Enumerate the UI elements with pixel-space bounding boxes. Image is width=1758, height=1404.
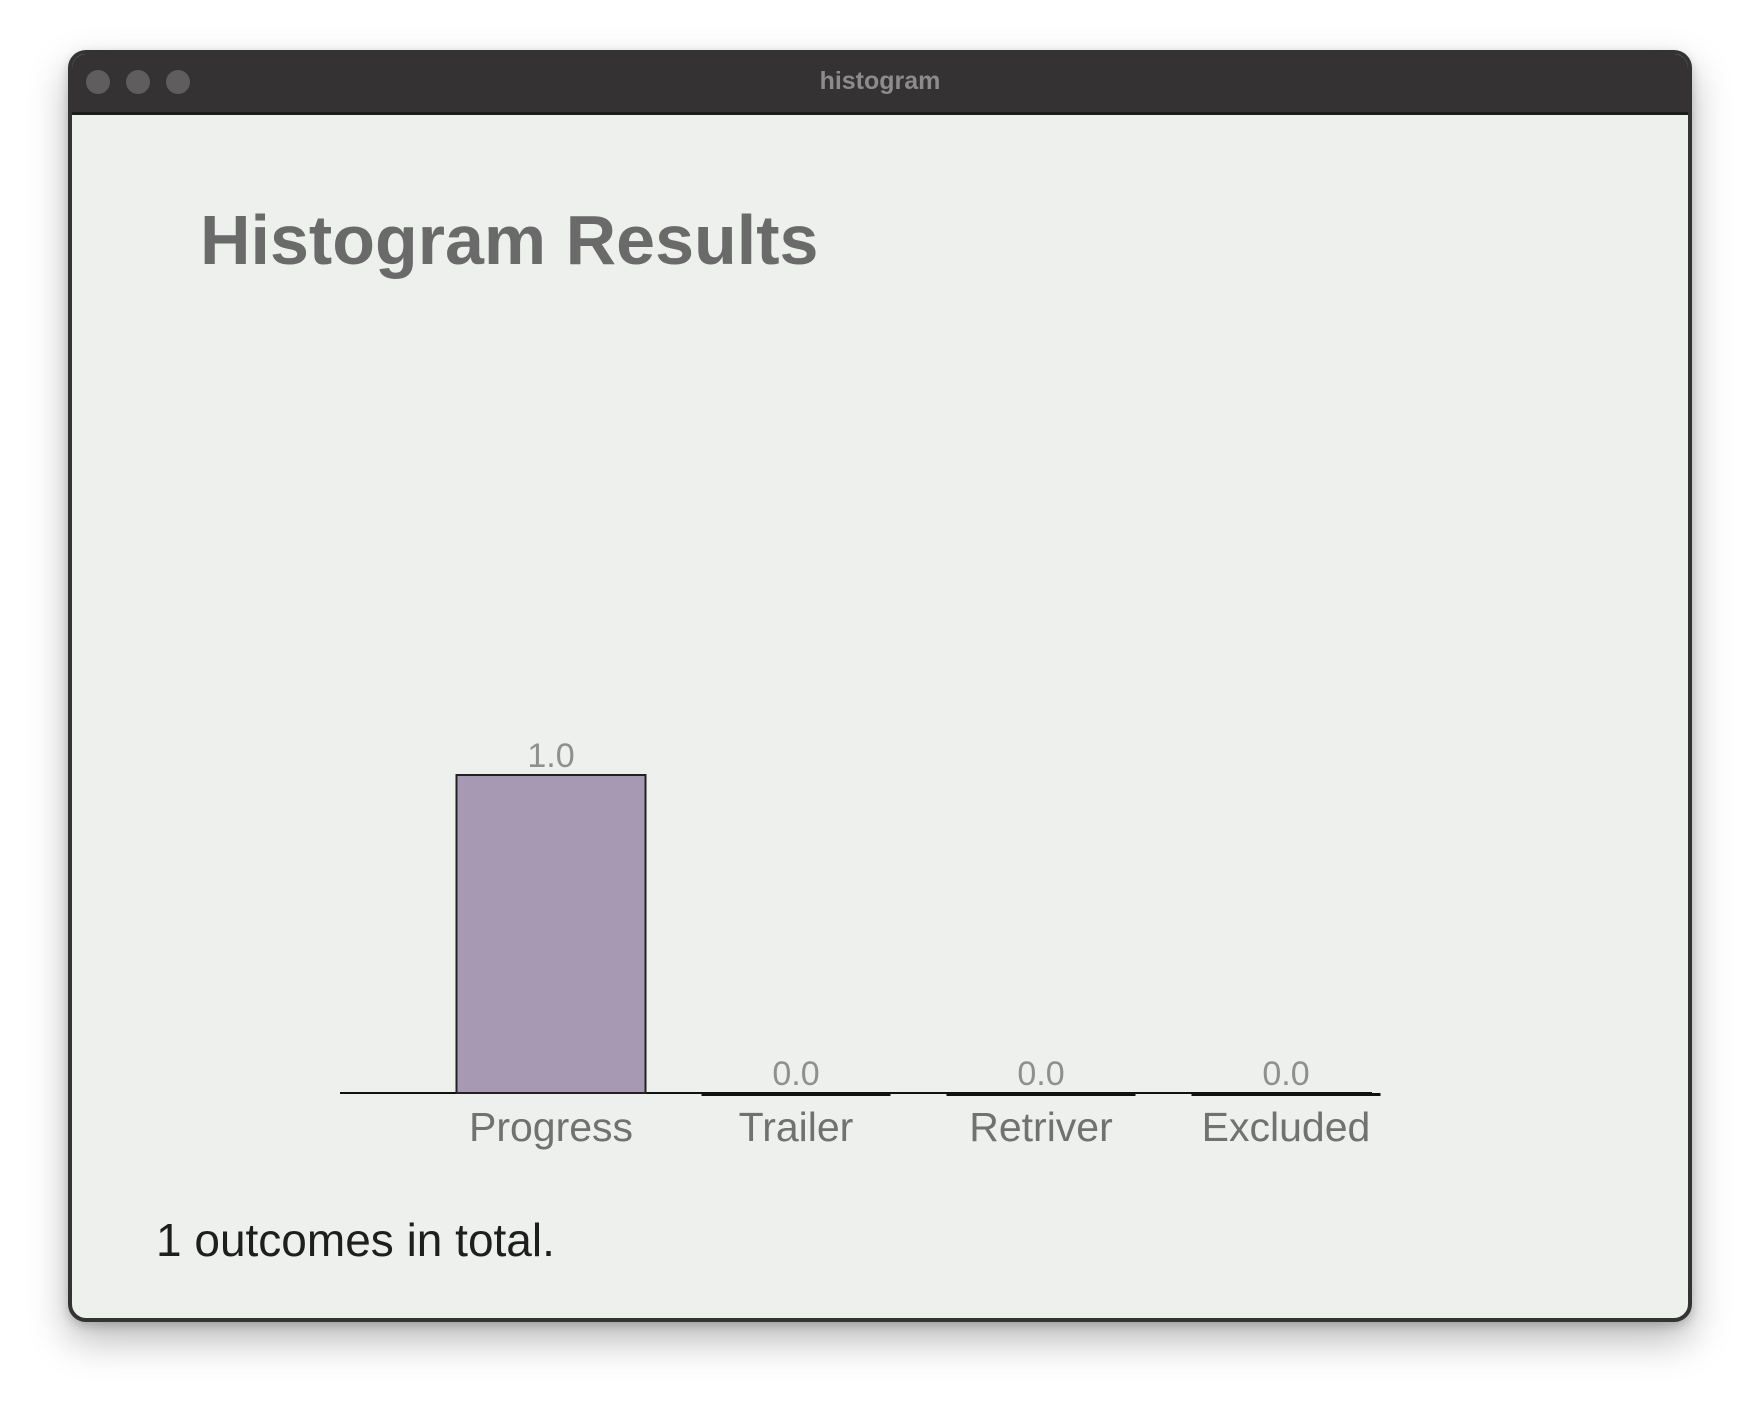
close-window-button[interactable] [86, 70, 110, 94]
bar-value-label: 0.0 [1262, 1055, 1309, 1093]
category-label: Progress [469, 1104, 633, 1150]
category-label: Excluded [1202, 1104, 1371, 1150]
minimize-window-button[interactable] [126, 70, 150, 94]
histogram-chart: 1.0 Progress 0.0 Trailer 0.0 Retriver 0.0 Exclu… [340, 737, 1381, 1150]
outcomes-summary: 1 outcomes in total. [156, 1214, 555, 1266]
bar-progress [455, 774, 647, 1094]
page-title: Histogram Results [200, 201, 819, 279]
window-title: histogram [819, 67, 941, 95]
category-label: Retriver [969, 1104, 1113, 1150]
zoom-window-button[interactable] [166, 70, 190, 94]
bar-value-label: 1.0 [527, 737, 574, 775]
app-window: histogram Histogram Results 1.0 Progress 0… [68, 50, 1692, 1322]
title-bar[interactable]: histogram [72, 54, 1688, 115]
bar-excluded [1191, 1093, 1381, 1096]
content-area: Histogram Results 1.0 Progress 0.0 Trailer 0… [72, 115, 1688, 1318]
bar-value-label: 0.0 [772, 1055, 819, 1093]
bar-value-label: 0.0 [1017, 1055, 1064, 1093]
bar-trailer [701, 1093, 891, 1096]
bar-retriver [946, 1093, 1136, 1096]
category-label: Trailer [739, 1104, 854, 1150]
